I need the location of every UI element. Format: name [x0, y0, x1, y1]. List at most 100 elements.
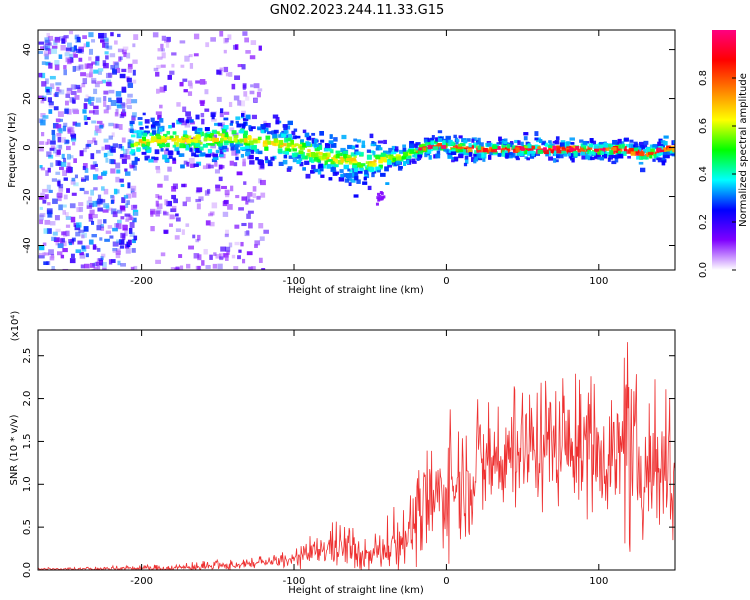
heatmap-cell: [218, 133, 223, 137]
heatmap-cell: [455, 140, 459, 145]
heatmap-cell: [58, 54, 63, 59]
heatmap-cell: [63, 194, 68, 200]
heatmap-cell: [225, 132, 229, 138]
heatmap-cell: [92, 263, 96, 267]
heatmap-cell: [506, 144, 511, 149]
heatmap-cell: [157, 114, 162, 120]
heatmap-cell: [477, 145, 481, 150]
figure-title: GN02.2023.244.11.33.G15: [270, 3, 445, 18]
heatmap-cell: [52, 198, 58, 204]
heatmap-cell: [92, 137, 96, 143]
heatmap-cell: [119, 73, 126, 79]
heatmap-cell: [83, 190, 89, 195]
heatmap-cell: [42, 45, 47, 51]
heatmap-cell: [242, 84, 246, 91]
heatmap-cell: [132, 79, 137, 84]
heatmap-cell: [88, 213, 93, 219]
heatmap-cell: [146, 146, 150, 150]
heatmap-cell: [556, 145, 562, 149]
heatmap-cell: [585, 155, 590, 160]
heatmap-cell: [46, 228, 52, 234]
heatmap-cell: [64, 100, 69, 106]
heatmap-cell: [223, 111, 230, 115]
heatmap-cell: [673, 140, 675, 144]
heatmap-cell: [57, 180, 61, 187]
heatmap-cell: [51, 129, 56, 135]
heatmap-cell: [313, 157, 319, 162]
heatmap-cell: [590, 156, 595, 161]
heatmap-cell: [273, 138, 279, 143]
heatmap-cell: [125, 248, 131, 254]
heatmap-cell: [112, 143, 118, 148]
heatmap-cell: [41, 61, 46, 65]
heatmap-cell: [212, 156, 219, 161]
heatmap-cell: [153, 67, 159, 72]
heatmap-cell: [240, 153, 245, 158]
heatmap-cell: [172, 157, 176, 161]
heatmap-cell: [435, 153, 441, 159]
heatmap-cell: [599, 156, 605, 161]
heatmap-cell: [45, 45, 51, 51]
heatmap-cell: [88, 32, 94, 38]
heatmap-cell: [511, 145, 516, 150]
heatmap-cell: [76, 207, 82, 213]
heatmap-cell: [133, 165, 137, 171]
heatmap-cell: [152, 121, 158, 125]
heatmap-cell: [108, 135, 113, 140]
heatmap-cell: [87, 140, 93, 144]
heatmap-cell: [195, 190, 201, 194]
heatmap-cell: [244, 130, 248, 135]
heatmap-cell: [194, 154, 199, 158]
heatmap-cell: [235, 141, 240, 146]
heatmap-cell: [78, 229, 85, 233]
heatmap-cell: [189, 147, 193, 152]
heatmap-cell: [500, 139, 506, 144]
heatmap-cell: [548, 156, 554, 161]
heatmap-cell: [342, 173, 347, 178]
heatmap-cell: [189, 63, 194, 69]
heatmap-cell: [242, 158, 246, 163]
heatmap-cell: [457, 143, 463, 147]
heatmap-cell: [383, 158, 388, 163]
heatmap-cell: [355, 151, 361, 156]
heatmap-cell: [615, 149, 620, 154]
heatmap-cell: [320, 139, 325, 143]
heatmap-cell: [101, 186, 105, 191]
heatmap-cell: [144, 155, 150, 159]
heatmap-cell: [657, 141, 661, 146]
heatmap-cell: [133, 265, 138, 270]
heatmap-cell: [132, 239, 136, 244]
heatmap-cell: [192, 234, 196, 239]
heatmap-cell: [214, 122, 219, 126]
heatmap-cell: [161, 125, 165, 131]
heatmap-cell: [197, 234, 201, 241]
heatmap-cell: [246, 251, 253, 256]
heatmap-cell: [70, 130, 75, 135]
heatmap-cell: [115, 91, 122, 97]
y-tick-label: 20: [22, 92, 33, 105]
heatmap-cell: [65, 224, 71, 228]
heatmap-cell: [219, 138, 226, 142]
heatmap-cell: [458, 153, 464, 159]
heatmap-cell: [119, 205, 125, 210]
heatmap-cell: [247, 192, 253, 197]
heatmap-cell: [176, 150, 180, 155]
heatmap-cell: [130, 149, 136, 153]
heatmap-cell: [145, 141, 151, 146]
heatmap-cell: [237, 100, 242, 106]
heatmap-cell: [387, 150, 392, 155]
heatmap-cell: [127, 139, 132, 145]
heatmap-cell: [63, 35, 69, 39]
heatmap-cell: [234, 241, 240, 246]
heatmap-cell: [386, 160, 392, 165]
heatmap-cell: [186, 139, 192, 144]
heatmap-cell: [208, 134, 213, 138]
heatmap-cell: [480, 146, 485, 151]
heatmap-cell: [430, 137, 434, 142]
heatmap-cell: [364, 169, 369, 175]
heatmap-cell: [130, 185, 137, 191]
heatmap-cell: [166, 136, 170, 140]
heatmap-cell: [78, 57, 83, 62]
heatmap-cell: [571, 157, 575, 163]
heatmap-cell: [106, 45, 113, 50]
